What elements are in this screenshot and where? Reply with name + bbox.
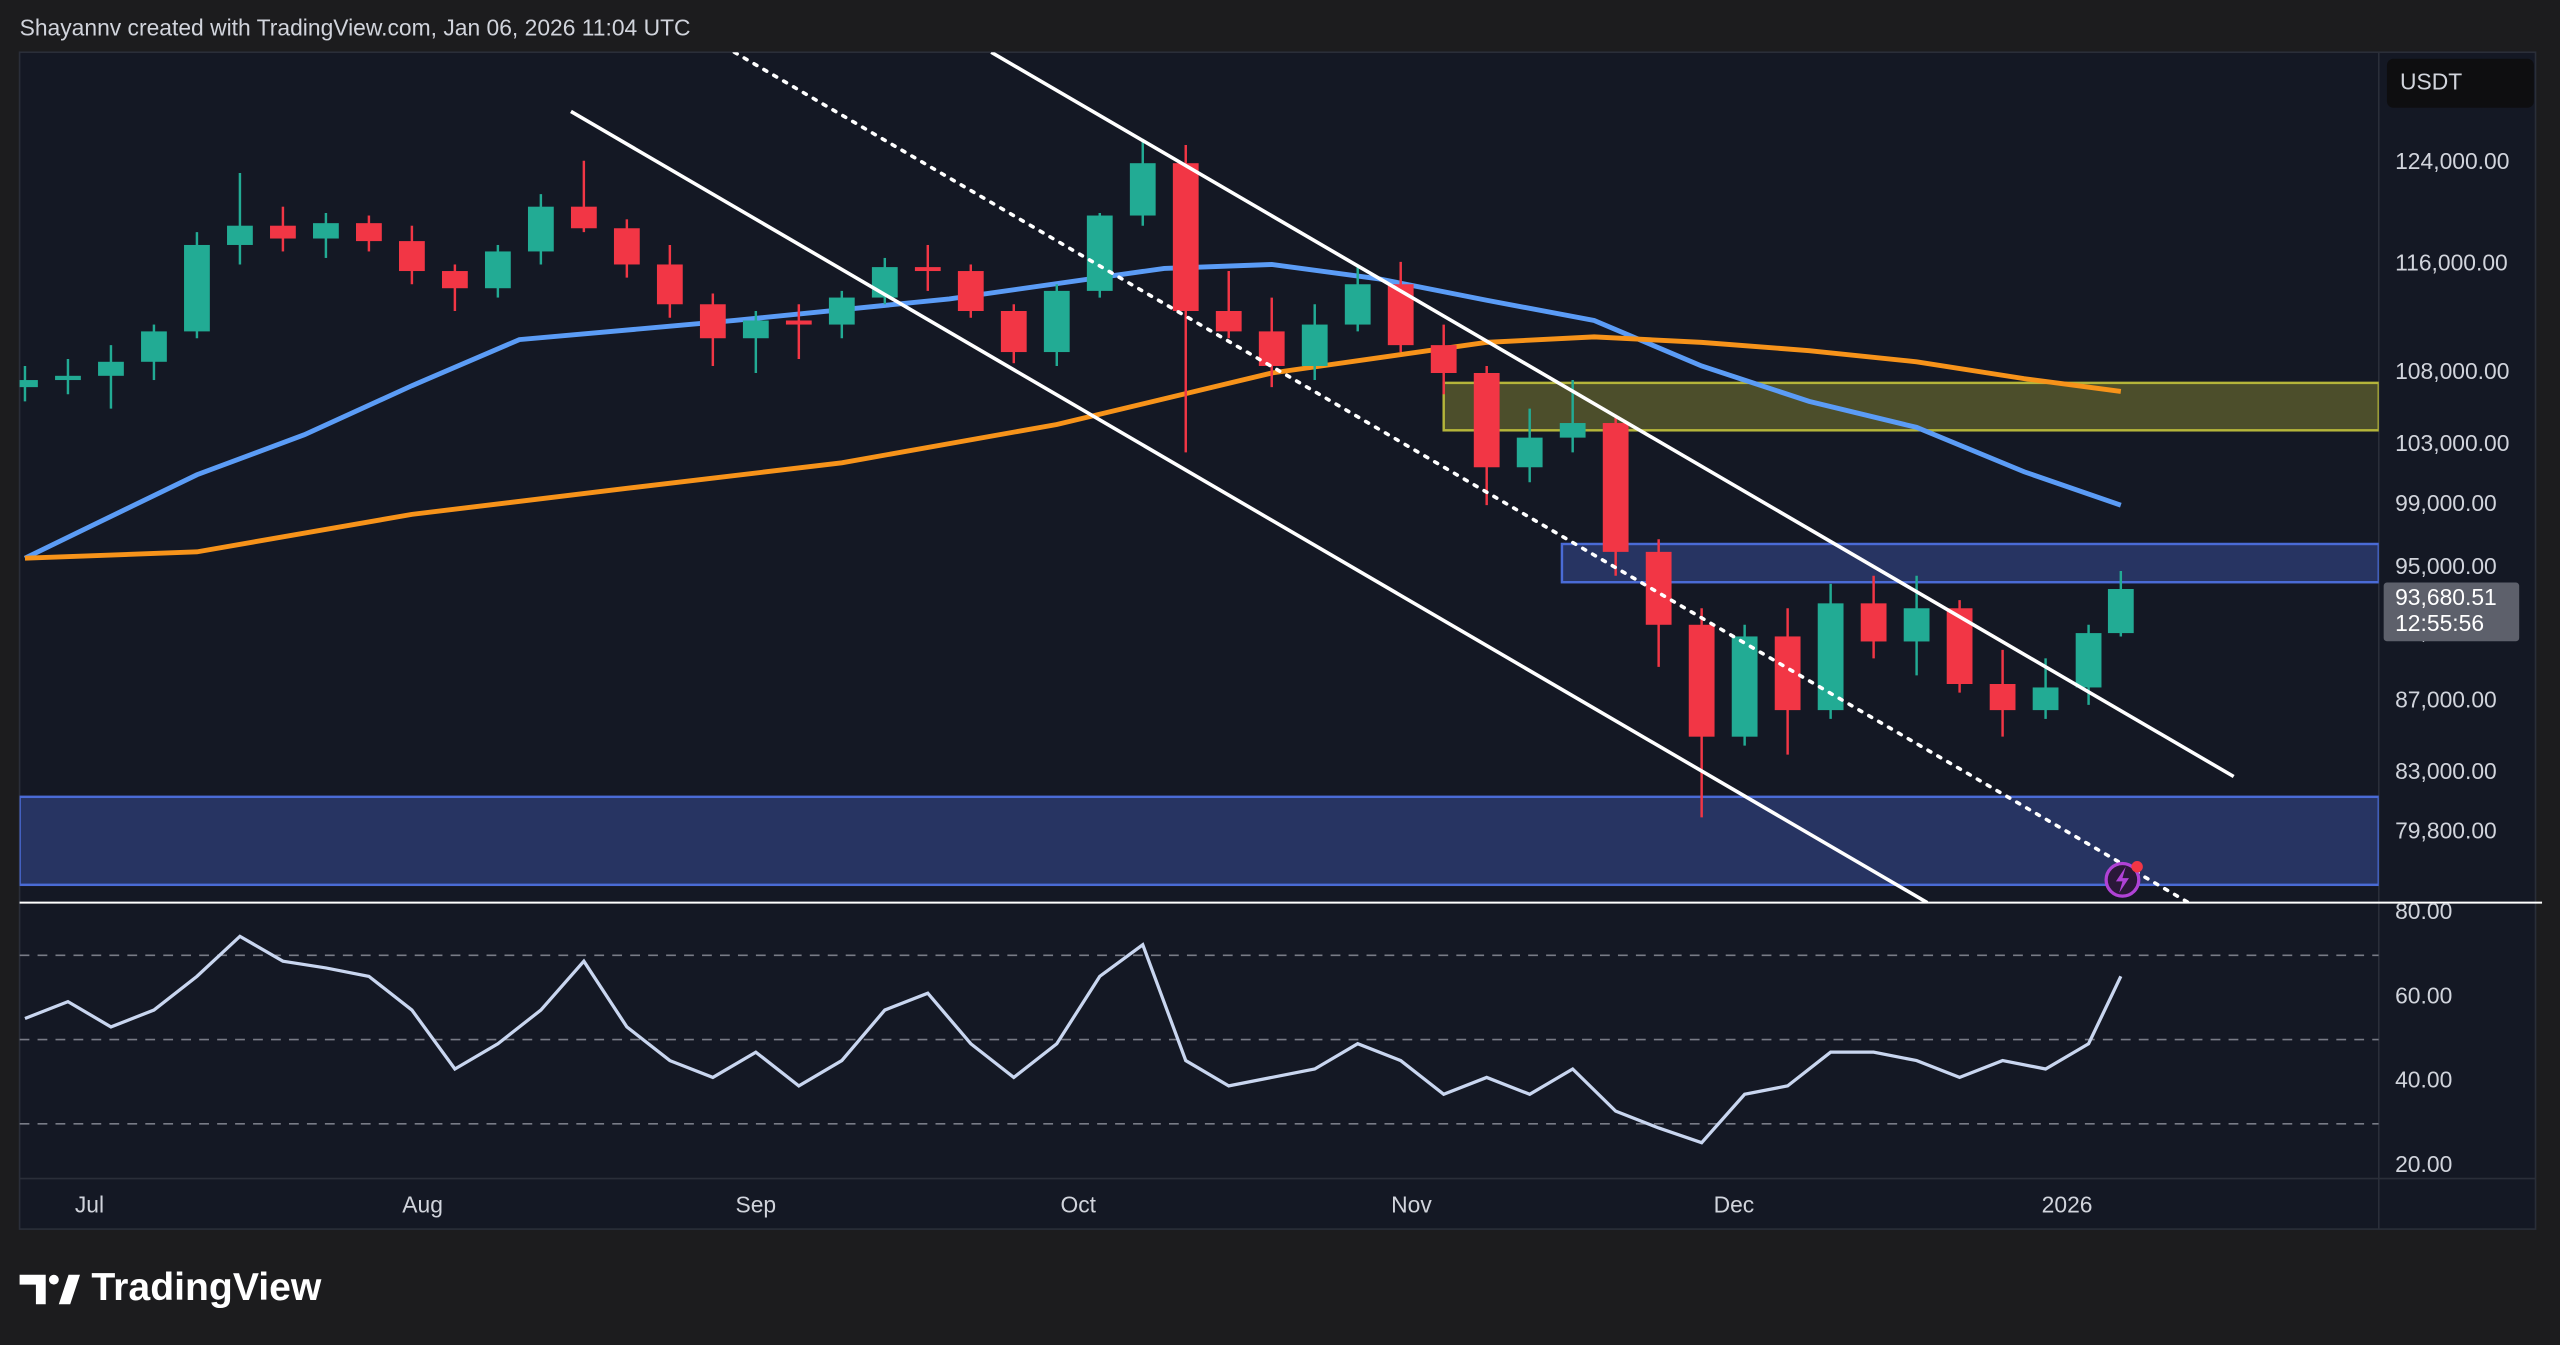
candle-body bbox=[2107, 589, 2134, 634]
y-tick-label: 95,000.00 bbox=[2395, 553, 2497, 579]
y-tick-label: 20.00 bbox=[2395, 1151, 2452, 1177]
candle-body bbox=[1215, 311, 1242, 332]
moving-average bbox=[23, 262, 2122, 561]
candle-body bbox=[1430, 345, 1457, 373]
last-price: 93,680.51 bbox=[2395, 584, 2497, 610]
candle-body bbox=[1860, 603, 1887, 642]
candle-body bbox=[484, 251, 511, 289]
axes: 124,000.00 116,000.00 108,000.00 103,000.00… bbox=[75, 148, 2520, 1217]
trendline bbox=[732, 52, 2191, 903]
x-tick-label: 2026 bbox=[2042, 1191, 2093, 1217]
x-tick-label: Jul bbox=[75, 1191, 104, 1217]
logo-text: TradingView bbox=[91, 1266, 321, 1309]
y-tick-label: 108,000.00 bbox=[2395, 358, 2509, 384]
candle-body bbox=[1516, 437, 1543, 468]
candle-body bbox=[98, 361, 124, 376]
candle-body bbox=[55, 375, 81, 381]
chart-panel bbox=[18, 51, 2537, 1230]
candle-body bbox=[1688, 624, 1715, 737]
y-tick-label: 124,000.00 bbox=[2395, 148, 2509, 174]
candle-body bbox=[270, 225, 296, 239]
zone bbox=[1560, 542, 2379, 584]
logo: TradingView bbox=[19, 1266, 322, 1309]
x-tick-label: Oct bbox=[1060, 1191, 1096, 1217]
x-tick-label: Sep bbox=[735, 1191, 776, 1217]
trendline bbox=[570, 109, 1929, 903]
candle-body bbox=[1129, 163, 1156, 216]
candle-body bbox=[184, 244, 210, 332]
candle-body bbox=[1602, 423, 1629, 552]
last-price-box bbox=[2383, 582, 2520, 642]
y-tick-label: 103,000.00 bbox=[2395, 430, 2509, 456]
candle-body bbox=[699, 304, 726, 339]
trendline bbox=[990, 52, 2235, 779]
candle-body bbox=[656, 264, 683, 305]
y-tick-label: 80.00 bbox=[2395, 898, 2452, 924]
y-tick-label: 87,000.00 bbox=[2395, 686, 2497, 712]
x-tick-label: Dec bbox=[1714, 1191, 1755, 1217]
candle-body bbox=[2075, 633, 2102, 688]
y-tick-label: 60.00 bbox=[2395, 982, 2452, 1008]
y-tick-label: 79,800.00 bbox=[2395, 818, 2497, 844]
candle-body bbox=[957, 271, 984, 312]
candle-body bbox=[441, 271, 468, 289]
candle-body bbox=[1086, 215, 1113, 291]
candle-body bbox=[356, 223, 382, 242]
candle-body bbox=[1731, 636, 1758, 737]
candle-body bbox=[527, 206, 554, 252]
candle-body bbox=[1989, 684, 2016, 711]
candle-body bbox=[1903, 608, 1930, 642]
candle-body bbox=[828, 297, 855, 325]
y-tick-label: 116,000.00 bbox=[2395, 250, 2508, 276]
y-tick-label: 40.00 bbox=[2395, 1067, 2452, 1093]
candle-body bbox=[2032, 687, 2059, 711]
candle-body bbox=[1559, 423, 1586, 438]
candle-body bbox=[914, 267, 941, 272]
x-tick-label: Aug bbox=[402, 1191, 443, 1217]
candle-body bbox=[1774, 636, 1801, 711]
candle-body bbox=[1258, 331, 1285, 366]
candle-body bbox=[141, 331, 167, 362]
currency-box bbox=[2386, 58, 2534, 108]
candle-body bbox=[1387, 284, 1414, 346]
candle-body bbox=[1645, 551, 1672, 625]
candle-body bbox=[227, 225, 253, 245]
candle-body bbox=[742, 320, 769, 339]
candle-body bbox=[1043, 290, 1070, 353]
x-tick-label: Nov bbox=[1391, 1191, 1432, 1217]
candle-body bbox=[570, 206, 597, 229]
candle-body bbox=[785, 320, 812, 325]
rsi-pane bbox=[19, 934, 2379, 1145]
price-pane bbox=[19, 52, 2379, 903]
candle-body bbox=[313, 223, 339, 239]
candle-body bbox=[19, 380, 38, 388]
alert-icon bbox=[2104, 861, 2143, 898]
candle-body bbox=[1172, 163, 1199, 312]
candle-body bbox=[1000, 311, 1027, 353]
candle-body bbox=[1344, 284, 1371, 325]
header: Shayannv created with TradingView.com, J… bbox=[20, 14, 691, 40]
candle-body bbox=[613, 228, 640, 265]
rsi-line bbox=[24, 934, 2123, 1145]
zone bbox=[19, 795, 2379, 887]
moving-average bbox=[24, 334, 2122, 561]
candle-body bbox=[1473, 372, 1500, 468]
currency: USDT bbox=[2400, 68, 2462, 94]
countdown: 12:55:56 bbox=[2395, 610, 2484, 636]
y-tick-label: 83,000.00 bbox=[2395, 758, 2497, 784]
y-tick-label: 99,000.00 bbox=[2395, 490, 2497, 516]
candle-body bbox=[398, 241, 425, 272]
candle-body bbox=[1301, 324, 1328, 366]
candle-body bbox=[1946, 608, 1973, 685]
